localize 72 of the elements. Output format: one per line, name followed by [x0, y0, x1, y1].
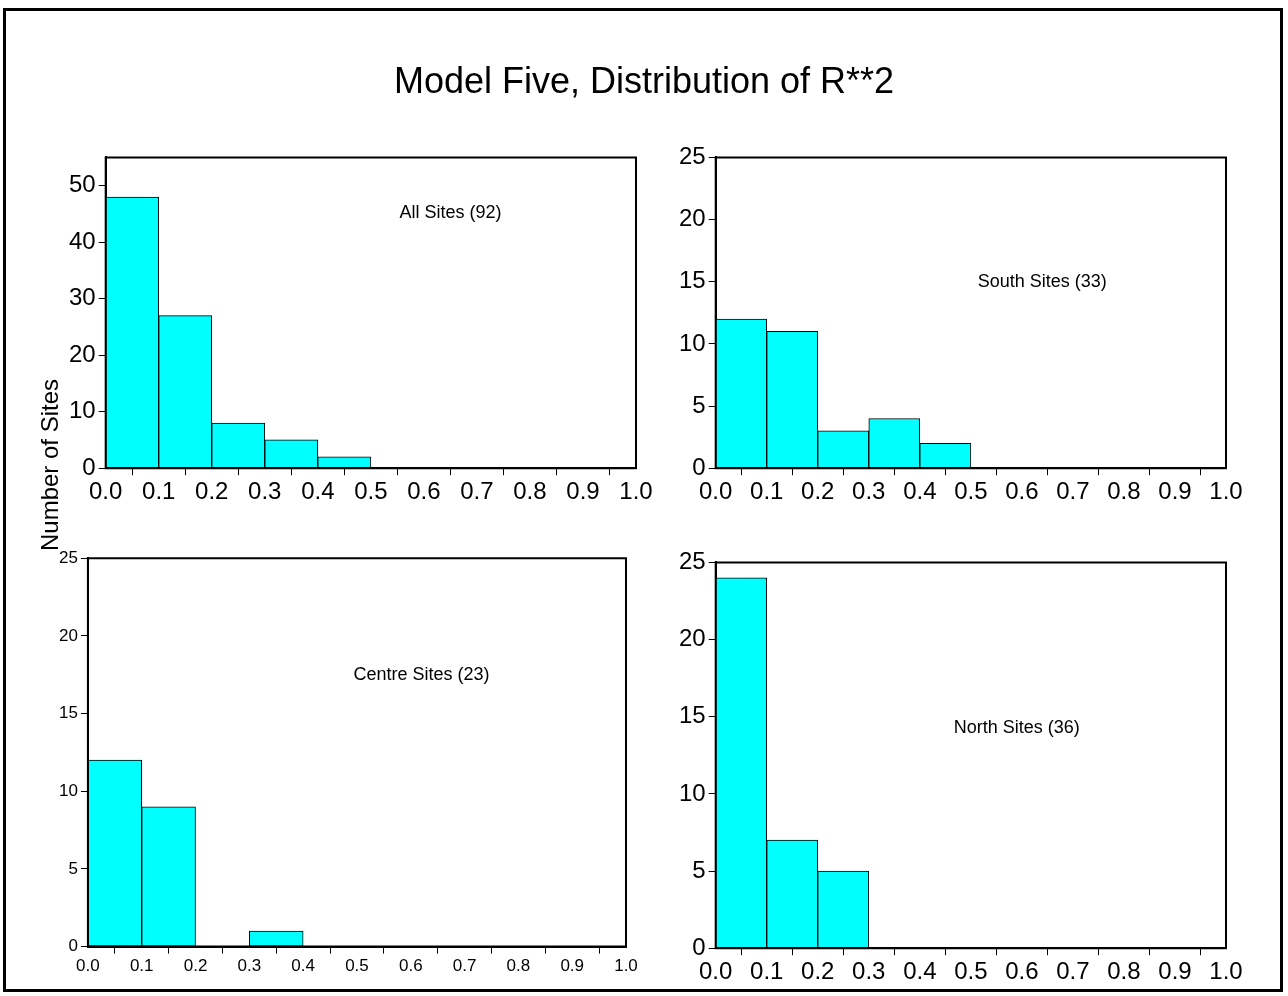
x-tick-label: 0.8 — [1107, 477, 1141, 505]
x-tick-label: 0.4 — [291, 956, 315, 976]
y-tick-label: 10 — [678, 778, 706, 806]
annotation: South Sites (33) — [977, 270, 1107, 291]
y-tick-label: 10 — [68, 396, 96, 424]
y-tick-label: 0 — [692, 452, 706, 480]
x-tick-label: 0.4 — [903, 477, 937, 505]
x-tick-label: 0.2 — [195, 477, 229, 505]
x-tick-label: 0.5 — [954, 957, 988, 985]
annotation: Centre Sites (23) — [353, 663, 490, 684]
y-tick-label: 20 — [58, 625, 78, 645]
x-tick-label: 0.3 — [248, 477, 282, 505]
y-tick-label: 0 — [68, 936, 78, 956]
x-tick-label: 0.6 — [1005, 477, 1039, 505]
y-tick-label: 0 — [692, 932, 706, 960]
x-tick-label: 0.2 — [801, 957, 835, 985]
x-tick-label: 0.1 — [142, 477, 176, 505]
x-tick-label: 0.9 — [1158, 477, 1192, 505]
x-tick-label: 0.0 — [699, 957, 733, 985]
y-tick-label: 15 — [678, 266, 706, 294]
x-tick-label: 1.0 — [614, 956, 638, 976]
y-tick-label: 25 — [678, 142, 706, 170]
x-tick-label: 0.6 — [1005, 957, 1039, 985]
x-tick-label: 0.1 — [129, 956, 154, 976]
annotation: North Sites (36) — [953, 717, 1080, 738]
x-tick-label: 0.0 — [699, 477, 733, 505]
x-tick-label: 0.2 — [183, 956, 208, 976]
x-tick-label: 0.3 — [852, 477, 886, 505]
chart-title: Model Five, Distribution of R**2 — [392, 60, 896, 102]
x-tick-label: 0.9 — [1158, 957, 1192, 985]
x-tick-label: 0.5 — [954, 477, 988, 505]
y-tick-label: 5 — [68, 858, 78, 878]
x-tick-label: 0.6 — [407, 477, 441, 505]
x-tick-label: 0.9 — [566, 477, 600, 505]
x-tick-label: 0.2 — [801, 477, 835, 505]
y-tick-label: 15 — [678, 701, 706, 729]
x-tick-label: 0.7 — [452, 956, 477, 976]
x-tick-label: 0.3 — [852, 957, 886, 985]
x-tick-label: 0.8 — [513, 477, 547, 505]
x-tick-label: 1.0 — [619, 477, 653, 505]
y-tick-label: 0 — [82, 452, 96, 480]
y-tick-label: 40 — [68, 226, 96, 254]
x-tick-label: 0.7 — [1056, 957, 1090, 985]
y-tick-label: 5 — [692, 855, 706, 883]
x-tick-label: 0.6 — [398, 956, 423, 976]
x-tick-label: 0.0 — [89, 477, 123, 505]
x-tick-label: 1.0 — [1209, 957, 1243, 985]
y-tick-label: 10 — [678, 328, 706, 356]
x-tick-label: 0.1 — [750, 477, 784, 505]
y-tick-label: 10 — [58, 780, 78, 800]
y-tick-label: 30 — [68, 283, 96, 311]
x-tick-label: 0.5 — [345, 956, 369, 976]
x-tick-label: 0.4 — [903, 957, 937, 985]
x-tick-label: 0.8 — [506, 956, 531, 976]
x-tick-label: 0.7 — [460, 477, 494, 505]
x-tick-label: 0.5 — [354, 477, 388, 505]
x-tick-label: 0.0 — [76, 956, 100, 976]
y-tick-label: 20 — [678, 624, 706, 652]
y-tick-label: 20 — [678, 204, 706, 232]
x-tick-label: 0.4 — [301, 477, 335, 505]
y-tick-label: 20 — [68, 339, 96, 367]
x-tick-label: 1.0 — [1209, 477, 1243, 505]
annotation: All Sites (92) — [399, 202, 502, 223]
x-tick-label: 0.3 — [237, 956, 262, 976]
x-tick-label: 0.7 — [1056, 477, 1090, 505]
x-tick-label: 0.1 — [750, 957, 784, 985]
y-tick-label: 15 — [58, 703, 78, 723]
x-tick-label: 0.8 — [1107, 957, 1141, 985]
y-tick-label: 50 — [68, 170, 96, 198]
y-tick-label: 25 — [678, 547, 706, 575]
x-tick-label: 0.9 — [560, 956, 585, 976]
y-tick-label: 5 — [692, 390, 706, 418]
